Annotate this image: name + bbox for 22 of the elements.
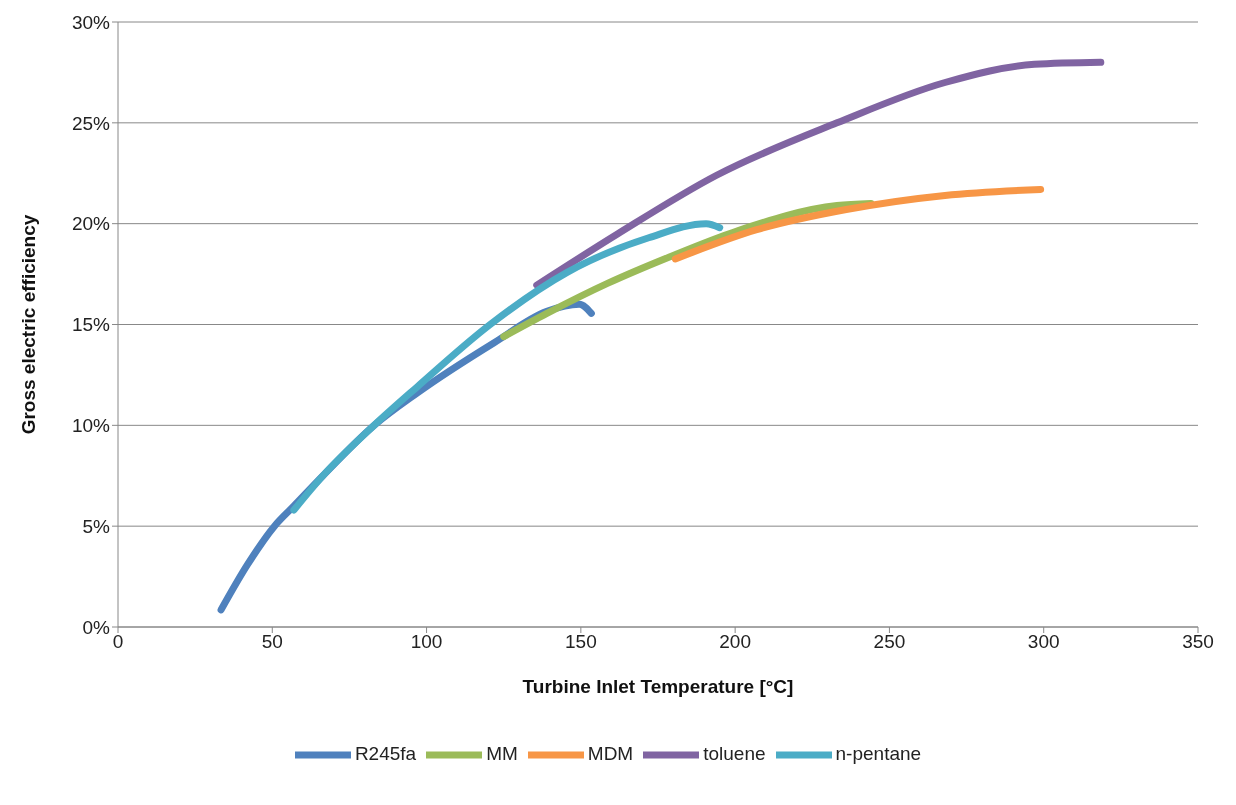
legend-label: toluene [703,743,766,765]
y-tick-label: 30% [71,11,111,33]
y-tick-label: 10% [71,415,111,437]
y-tick-label: 5% [82,515,111,537]
y-tick-label: 0% [82,616,111,638]
y-tick-label: 20% [71,213,111,235]
legend-label: n-pentane [835,743,922,765]
x-tick-label: 300 [1027,631,1060,653]
x-tick-label: 50 [261,631,283,653]
x-tick-label: 250 [873,631,906,653]
x-tick-label: 0 [112,631,124,653]
y-tick-label: 15% [71,314,111,336]
legend-label: R245fa [354,743,417,765]
x-tick-label: 100 [410,631,443,653]
y-axis-title: Gross electric efficiency [17,214,39,435]
x-tick-label: 350 [1182,631,1214,653]
y-tick-label: 25% [71,112,111,134]
x-axis-title: Turbine Inlet Temperature [°C] [522,676,794,697]
x-tick-label: 200 [719,631,751,653]
legend-label: MM [486,743,518,765]
x-tick-label: 150 [565,631,597,653]
legend-label: MDM [587,743,634,765]
